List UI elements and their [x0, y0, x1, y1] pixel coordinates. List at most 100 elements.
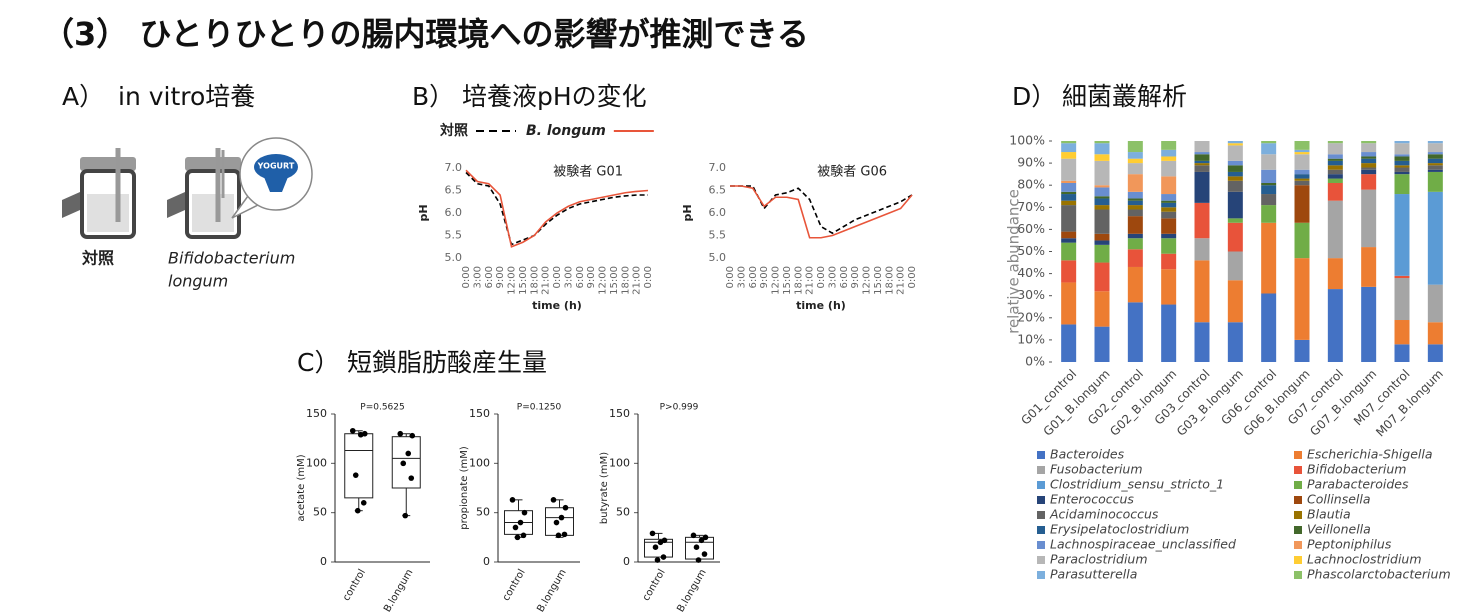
series-line — [465, 171, 648, 246]
x-tick-label: 15:00 — [518, 266, 529, 295]
y-axis-label: propionate (mM) — [459, 446, 470, 530]
bar-segment — [1061, 260, 1077, 283]
x-tick-label: 21:00 — [541, 266, 552, 295]
bar-segment — [1294, 174, 1310, 179]
bar-segment — [1327, 169, 1343, 175]
data-point — [405, 450, 412, 457]
legend-label: Parabacteroides — [1307, 477, 1409, 492]
bar-segment — [1094, 205, 1110, 210]
x-tick-label: 21:00 — [805, 266, 816, 295]
bar-segment — [1227, 165, 1243, 172]
panel-title: 短鎖脂肪酸産生量 — [347, 348, 547, 377]
treatment-label: longum — [168, 272, 228, 291]
bar-segment — [1361, 167, 1377, 170]
bar-segment — [1394, 194, 1410, 276]
chart-subtitle: 被験者 G06 — [817, 165, 887, 180]
bar-segment — [1127, 233, 1143, 239]
legend-swatch — [1294, 481, 1302, 489]
bar-segment — [1394, 160, 1410, 166]
data-point — [354, 507, 361, 514]
legend-label: Bacteroides — [1050, 447, 1125, 462]
chart-title: P>0.999 — [660, 403, 699, 413]
y-tick-label: 100 — [609, 456, 630, 469]
bar-segment — [1261, 293, 1277, 362]
y-axis-label: pH — [681, 204, 694, 221]
data-point — [521, 509, 528, 516]
y-tick-label: 50% — [1017, 243, 1045, 258]
bar-segment — [1427, 163, 1443, 166]
bar-segment — [1127, 174, 1143, 192]
bar-segment — [1394, 156, 1410, 161]
bar-segment — [1427, 141, 1443, 144]
legend-label: Erysipelatoclostridium — [1050, 522, 1189, 537]
bar-segment — [1327, 158, 1343, 161]
bar-segment — [1127, 141, 1143, 153]
y-tick-label: 50 — [616, 506, 630, 519]
chart-subtitle: 被験者 G01 — [553, 165, 623, 180]
x-tick-label: 12:00 — [598, 266, 609, 295]
bar-segment — [1294, 178, 1310, 181]
bar-segment — [1094, 291, 1110, 327]
bar-segment — [1227, 280, 1243, 323]
legend-label: Lachnospiraceae_unclassified — [1050, 537, 1236, 552]
y-tick-label: 7.0 — [445, 161, 463, 174]
bar-segment — [1361, 169, 1377, 175]
bar-segment — [1261, 182, 1277, 186]
bar-segment — [1427, 344, 1443, 362]
y-tick-label: 0 — [320, 555, 327, 568]
bar-segment — [1094, 244, 1110, 263]
data-point — [357, 431, 364, 438]
chart-title: P=0.5625 — [360, 403, 404, 413]
x-tick-label: 0:00 — [907, 266, 918, 288]
bar-segment — [1327, 182, 1343, 201]
series-line — [730, 185, 913, 239]
x-tick-label: 15:00 — [873, 266, 884, 295]
bar-segment — [1194, 171, 1210, 203]
panel-title: 培養液pHの変化 — [462, 82, 647, 111]
legend-label: B. longum — [526, 123, 606, 139]
data-point — [690, 532, 697, 539]
x-tick-label: B.longum — [535, 568, 568, 612]
bar-segment — [1194, 152, 1210, 155]
bar-segment — [1361, 163, 1377, 168]
bar-segment — [1261, 169, 1277, 183]
bar-segment — [1194, 202, 1210, 239]
bar-segment — [1161, 176, 1177, 195]
legend-swatch — [1037, 556, 1045, 564]
bar-segment — [1427, 284, 1443, 323]
x-axis-label: time (h) — [796, 299, 846, 312]
x-tick-label: B.longum — [675, 568, 708, 612]
legend-swatch — [1294, 541, 1302, 549]
legend-swatch — [1294, 571, 1302, 579]
data-point — [657, 539, 664, 546]
bar-segment — [1294, 149, 1310, 153]
bar-segment — [1361, 247, 1377, 287]
icon-text: YOGURT — [257, 162, 295, 171]
bar-segment — [1394, 275, 1410, 279]
x-tick-label: 18:00 — [620, 266, 631, 295]
data-point — [701, 551, 708, 557]
bar-segment — [1327, 141, 1343, 144]
bar-segment — [1094, 143, 1110, 155]
legend-label: Peptoniphilus — [1307, 537, 1392, 552]
bar-segment — [1394, 165, 1410, 168]
data-point — [561, 531, 568, 538]
data-point — [402, 512, 409, 519]
bar-segment — [1094, 240, 1110, 245]
legend-label: Paraclostridium — [1050, 552, 1148, 567]
x-tick-label: 9:00 — [495, 266, 506, 288]
bar-segment — [1161, 233, 1177, 239]
bar-segment — [1294, 169, 1310, 175]
x-tick-label: 0:00 — [643, 266, 654, 288]
x-tick-label: B.longum — [382, 568, 415, 612]
bar-segment — [1127, 205, 1143, 210]
bar-segment — [1394, 167, 1410, 172]
x-tick-label: 9:00 — [586, 266, 597, 288]
bar-segment — [1161, 269, 1177, 305]
yogurt-bubble: YOGURT — [231, 137, 313, 219]
bar-segment — [1061, 231, 1077, 239]
bar-segment — [1394, 320, 1410, 345]
y-tick-label: 5.5 — [445, 229, 463, 242]
bar-segment — [1094, 185, 1110, 188]
bar-segment — [1161, 156, 1177, 161]
